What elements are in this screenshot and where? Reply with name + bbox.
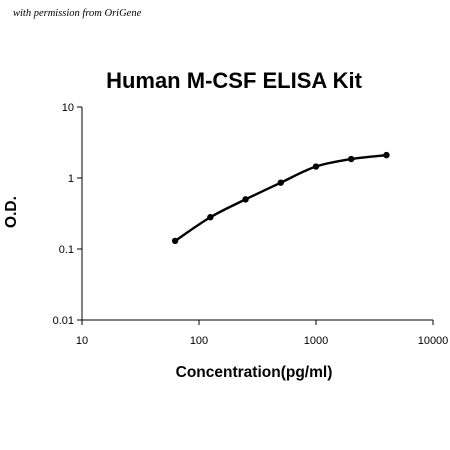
data-point [207,214,214,221]
watermark-text: with permission from OriGene [13,8,142,19]
chart-title: Human M-CSF ELISA Kit [106,68,363,93]
x-tick-label: 1000 [304,335,328,347]
data-point [277,179,284,186]
x-tick-label: 10 [76,335,88,347]
data-series [171,151,390,245]
y-tick-label: 0.01 [53,315,74,327]
y-tick-label: 0.1 [59,244,74,256]
data-point [242,196,249,203]
y-tick-label: 1 [68,173,74,185]
series-line [174,153,387,242]
data-point [312,163,320,170]
x-tick-label: 10000 [418,335,449,347]
data-point [171,237,179,245]
y-axis-label: O.D. [3,196,20,228]
data-point [348,155,355,163]
x-tick-label: 100 [190,335,208,347]
x-axis: 10 100 1000 10000 [76,319,449,347]
y-axis: 10 1 0.1 0.01 [53,102,83,327]
data-point [383,151,390,159]
y-tick-label: 10 [62,102,74,114]
x-axis-label: Concentration(pg/ml) [176,364,333,381]
